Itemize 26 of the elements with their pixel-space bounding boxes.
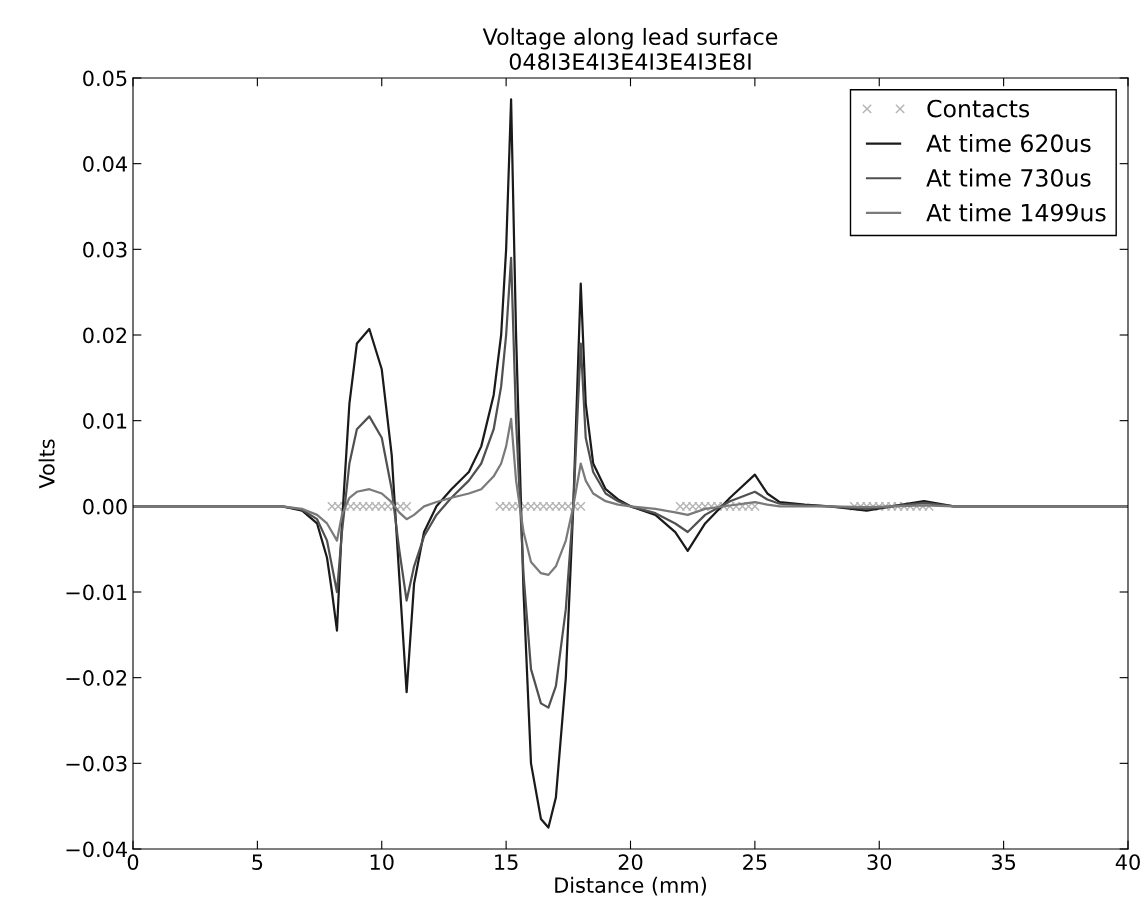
x-tick-label: 10 <box>370 854 394 870</box>
legend-label: Contacts <box>927 99 1030 118</box>
x-tick-label: 0 <box>127 854 139 870</box>
y-tick-label: 0.04 <box>83 156 127 172</box>
chart-title: Voltage along lead surface 048I3E4I3E4I3E4I3E8I <box>482 27 778 70</box>
x-tick-label: 5 <box>252 854 263 870</box>
legend-label: At time 620us <box>926 133 1091 153</box>
y-tick-label: −0.01 <box>66 584 127 601</box>
x-axis-title: Distance (mm) <box>555 876 706 896</box>
x-tick-label: 35 <box>991 854 1016 870</box>
y-tick-label: −0.02 <box>66 670 127 686</box>
y-axis-title: Volts <box>38 439 55 489</box>
legend-label: At time 1499us <box>926 203 1106 222</box>
legend-label: At time 730us <box>926 168 1091 187</box>
x-tick-label: 20 <box>618 854 643 870</box>
y-tick-label: 0.01 <box>83 413 127 429</box>
y-tick-label: 0.00 <box>83 498 127 515</box>
y-tick-label: −0.04 <box>66 841 127 858</box>
x-tick-label: 40 <box>1115 854 1140 870</box>
x-tick-label: 30 <box>867 854 892 870</box>
x-tick-label: 15 <box>495 854 518 870</box>
y-tick-label: 0.03 <box>83 241 127 258</box>
x-tick-label: 25 <box>743 854 767 870</box>
y-tick-label: 0.05 <box>83 70 127 87</box>
y-tick-label: −0.03 <box>66 755 127 772</box>
y-tick-label: 0.02 <box>83 327 127 344</box>
